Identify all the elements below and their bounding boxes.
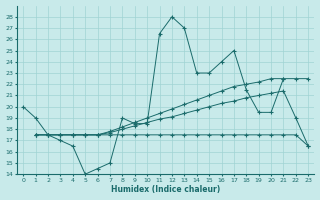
X-axis label: Humidex (Indice chaleur): Humidex (Indice chaleur) [111,185,220,194]
